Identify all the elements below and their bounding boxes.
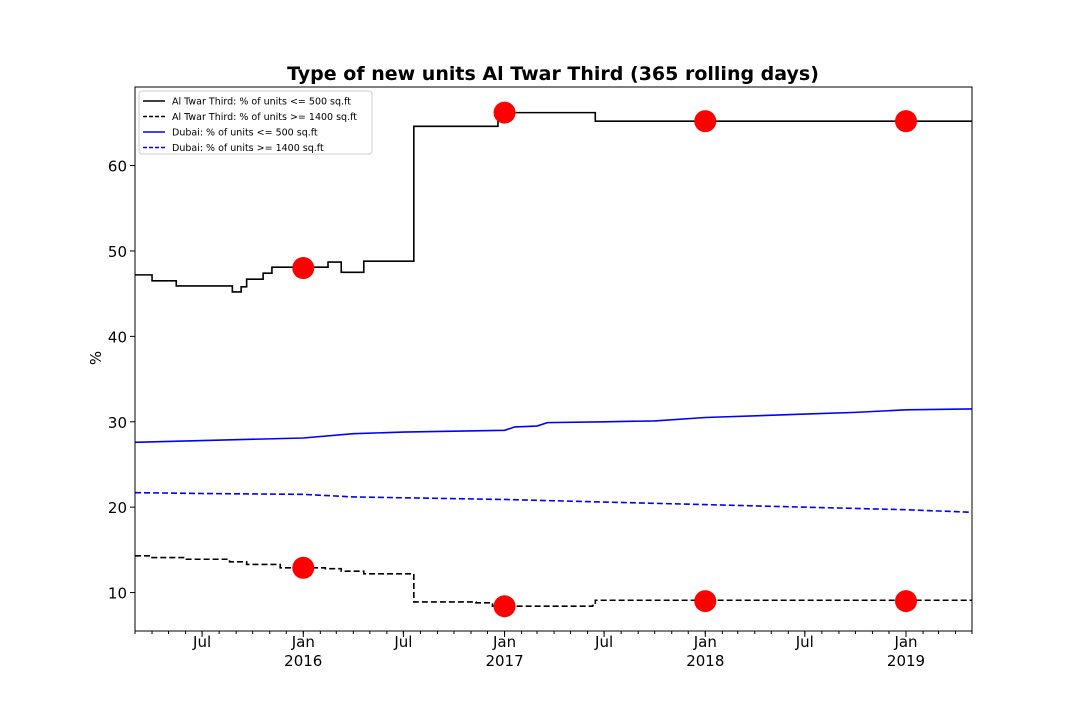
chart-title: Type of new units Al Twar Third (365 rol… xyxy=(287,63,819,85)
plot-frame xyxy=(134,86,973,632)
marker-point-4 xyxy=(895,110,918,133)
marker-point-8 xyxy=(895,590,918,613)
x-tick-label: Jul xyxy=(594,633,613,651)
legend-label-1: Al Twar Third: % of units <= 500 sq.ft xyxy=(172,97,351,108)
x-tick-year-label: 2018 xyxy=(686,652,724,670)
marker-point-6 xyxy=(493,595,516,618)
y-tick-label-30: 30 xyxy=(108,414,127,432)
marker-point-3 xyxy=(694,110,717,133)
legend-label-2: Al Twar Third: % of units >= 1400 sq.ft xyxy=(172,112,357,123)
x-tick-year-label: 2017 xyxy=(485,652,523,670)
y-tick-label-40: 40 xyxy=(108,328,127,346)
x-tick-label: Jul xyxy=(192,633,211,651)
marker-point-5 xyxy=(292,556,315,579)
y-tick-label-50: 50 xyxy=(108,243,127,261)
x-tick-year-label: 2019 xyxy=(887,652,925,670)
y-tick-label-60: 60 xyxy=(108,158,127,176)
legend-label-3: Dubai: % of units <= 500 sq.ft xyxy=(172,128,318,139)
y-axis-label: % xyxy=(87,351,105,365)
legend-label-4: Dubai: % of units >= 1400 sq.ft xyxy=(172,143,324,154)
x-tick-label: Jul xyxy=(393,633,412,651)
x-tick-year-label: 2016 xyxy=(284,652,322,670)
marker-point-1 xyxy=(292,257,315,280)
series-line-3 xyxy=(134,408,973,444)
marker-point-7 xyxy=(694,590,717,613)
series-line-4 xyxy=(134,491,973,514)
x-tick-label: Jan xyxy=(492,633,516,651)
x-tick-label: Jan xyxy=(291,633,315,651)
marker-point-2 xyxy=(493,101,516,124)
x-tick-label: Jul xyxy=(795,633,814,651)
legend-box xyxy=(138,90,373,155)
series-line-1 xyxy=(135,111,972,293)
y-tick-label-10: 10 xyxy=(108,585,127,603)
x-tick-label: Jan xyxy=(893,633,917,651)
x-tick-label: Jan xyxy=(693,633,717,651)
series-line-2 xyxy=(135,555,972,608)
y-tick-label-20: 20 xyxy=(108,499,127,517)
legend: Al Twar Third: % of units <= 500 sq.ft Al… xyxy=(138,90,373,155)
